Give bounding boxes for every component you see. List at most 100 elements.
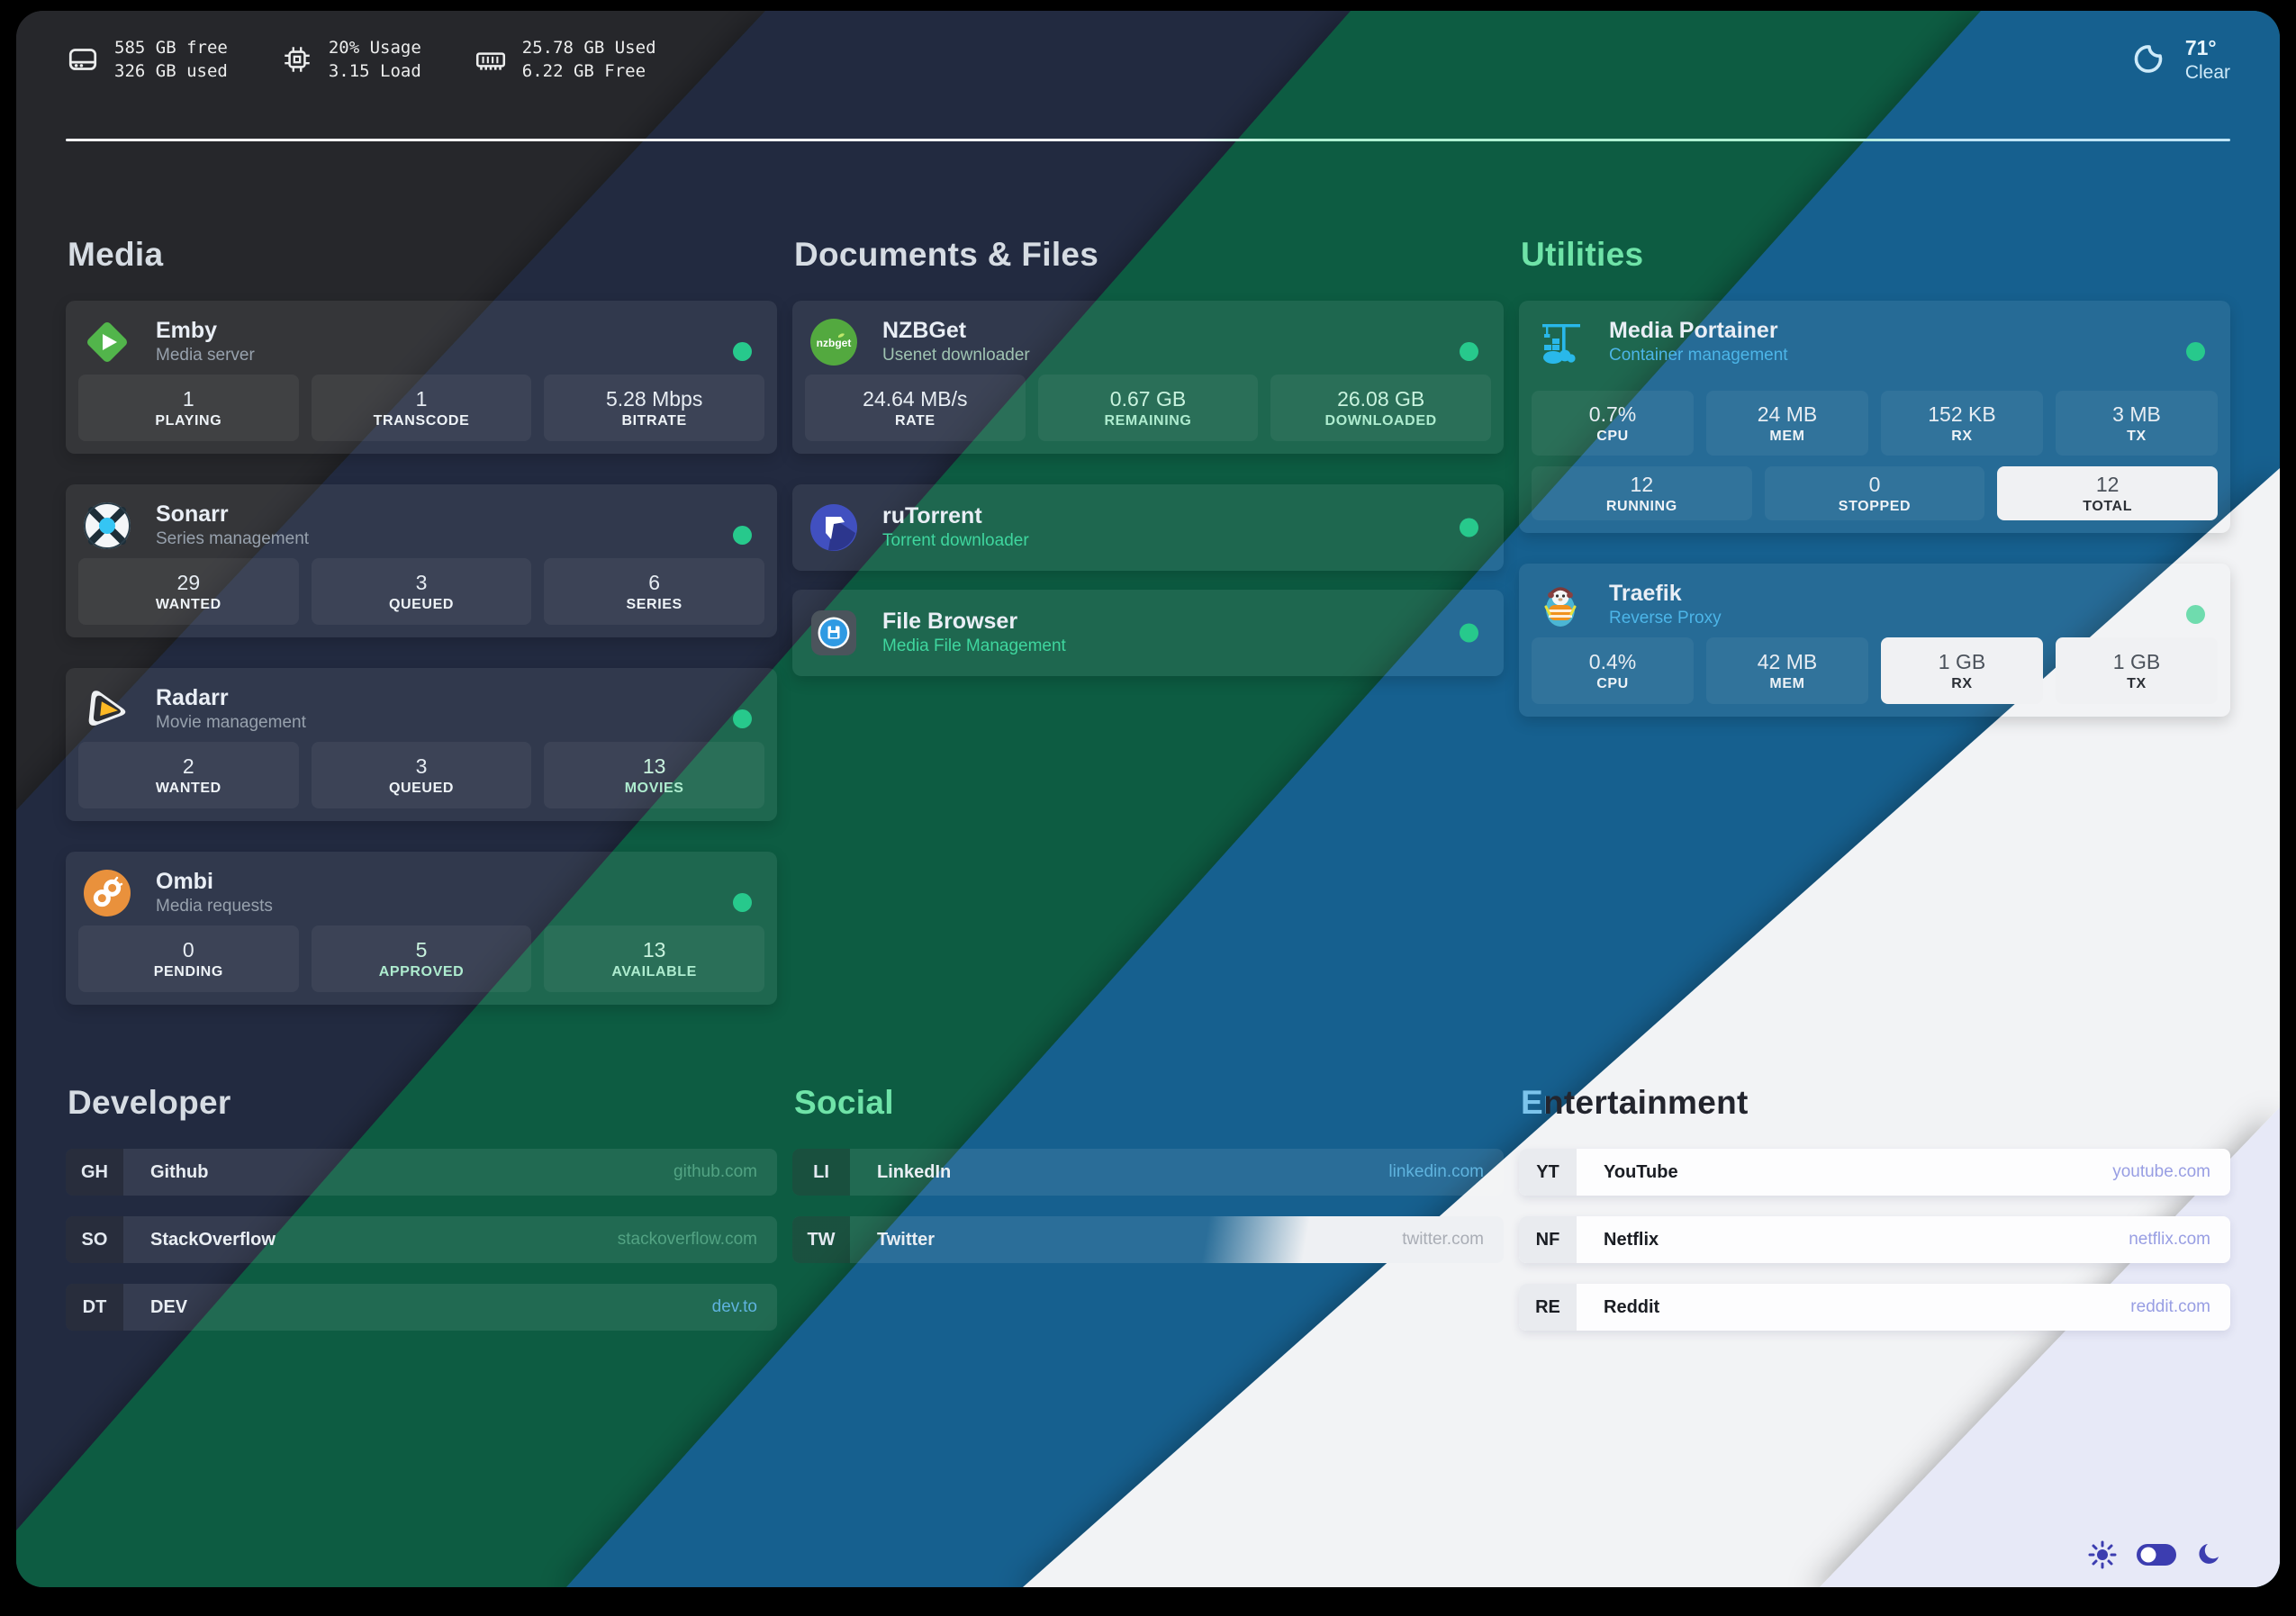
section-title-developer: Developer bbox=[68, 1084, 231, 1121]
section-developer: Developer GH Github github.com SO StackO… bbox=[66, 1084, 777, 1351]
service-subtitle: Series management bbox=[156, 529, 310, 548]
ram-free: 6.22 GB Free bbox=[521, 61, 646, 81]
stat-cpu: 0.4% CPU bbox=[1532, 637, 1694, 704]
link-dev[interactable]: DT DEV dev.to bbox=[66, 1284, 777, 1331]
link-twitter[interactable]: TW Twitter twitter.com bbox=[792, 1216, 1504, 1263]
service-subtitle: Media requests bbox=[156, 897, 273, 916]
column-media: Media Emby Media server 1 PLAYING 1 TRANSC… bbox=[66, 236, 777, 1035]
emby-icon bbox=[82, 317, 132, 367]
section-title-entertainment: Entertainment bbox=[1521, 1084, 2230, 1122]
service-card-radarr[interactable]: Radarr Movie management 2 WANTED 3 QUEUED … bbox=[66, 668, 777, 821]
stat-approved: 5 APPROVED bbox=[311, 925, 532, 992]
stat-cpu: 0.7% CPU bbox=[1532, 391, 1694, 456]
link-tag: DT bbox=[66, 1284, 123, 1331]
stat-rx: 152 KB RX bbox=[1881, 391, 2043, 456]
service-title: ruTorrent bbox=[882, 503, 982, 528]
service-subtitle: Container management bbox=[1609, 346, 1788, 365]
link-url: reddit.com bbox=[2130, 1297, 2210, 1316]
stat-tx: 1 GB TX bbox=[2056, 637, 2218, 704]
service-title: NZBGet bbox=[882, 318, 967, 343]
link-name: Reddit bbox=[1604, 1296, 1660, 1317]
link-url: stackoverflow.com bbox=[617, 1230, 757, 1249]
services-grid: Media Emby Media server 1 PLAYING 1 TRANSC… bbox=[66, 236, 2230, 1035]
radarr-icon bbox=[82, 684, 132, 735]
service-subtitle: Media File Management bbox=[882, 636, 1066, 655]
link-name: StackOverflow bbox=[150, 1229, 276, 1250]
service-subtitle: Media server bbox=[156, 346, 255, 365]
service-card-filebrowser[interactable]: File Browser Media File Management bbox=[792, 590, 1504, 676]
service-subtitle: Reverse Proxy bbox=[1609, 609, 1722, 627]
ram-stats: 25.78 GB Used 6.22 GB Free bbox=[474, 36, 656, 83]
service-subtitle: Torrent downloader bbox=[882, 531, 1029, 550]
portainer-icon bbox=[1535, 317, 1586, 367]
link-stackoverflow[interactable]: SO StackOverflow stackoverflow.com bbox=[66, 1216, 777, 1263]
stat-total: 12 TOTAL bbox=[1997, 466, 2218, 520]
stat-running: 12 RUNNING bbox=[1532, 466, 1752, 520]
status-dot bbox=[733, 526, 752, 545]
service-card-sonarr[interactable]: Sonarr Series management 29 WANTED 3 QUEUE… bbox=[66, 484, 777, 637]
service-card-traefik[interactable]: Traefik Reverse Proxy 0.4% CPU 42 MB MEM 1… bbox=[1519, 564, 2230, 717]
service-card-rutorrent[interactable]: ruTorrent Torrent downloader bbox=[792, 484, 1504, 571]
link-url: youtube.com bbox=[2112, 1162, 2210, 1181]
service-card-nzbget[interactable]: nzbget NZBGet Usenet downloader 24.64 MB… bbox=[792, 301, 1504, 454]
weather-widget: 71° Clear bbox=[2129, 34, 2230, 85]
cpu-stats: 20% Usage 3.15 Load bbox=[280, 36, 421, 83]
stat-remaining: 0.67 GB REMAINING bbox=[1037, 375, 1259, 441]
status-dot bbox=[2186, 342, 2205, 361]
stat-available: 13 AVAILABLE bbox=[544, 925, 764, 992]
service-card-emby[interactable]: Emby Media server 1 PLAYING 1 TRANSCODE 5.… bbox=[66, 301, 777, 454]
system-bar: 585 GB free 326 GB used 20% Usage 3.15 L… bbox=[66, 34, 2230, 85]
link-tag: SO bbox=[66, 1216, 123, 1263]
sonarr-icon bbox=[82, 501, 132, 551]
stat-bitrate: 5.28 Mbps BITRATE bbox=[544, 375, 764, 441]
status-dot bbox=[1460, 518, 1478, 537]
stat-wanted: 29 WANTED bbox=[78, 558, 299, 625]
header-divider bbox=[66, 139, 2230, 141]
section-title-documents: Documents & Files bbox=[794, 236, 1099, 273]
link-github[interactable]: GH Github github.com bbox=[66, 1149, 777, 1196]
link-tag: TW bbox=[792, 1216, 850, 1263]
section-title-media: Media bbox=[68, 236, 164, 273]
dark-mode-moon-icon[interactable] bbox=[2195, 1540, 2224, 1569]
cpu-load: 3.15 Load bbox=[328, 61, 421, 81]
link-name: Github bbox=[150, 1161, 209, 1182]
weather-temp: 71° bbox=[2184, 36, 2217, 59]
link-tag: LI bbox=[792, 1149, 850, 1196]
status-dot bbox=[733, 893, 752, 912]
theme-toggle-switch[interactable] bbox=[2136, 1543, 2177, 1566]
ram-icon bbox=[475, 52, 505, 70]
service-title: Radarr bbox=[156, 685, 229, 710]
cpu-usage: 20% Usage bbox=[328, 38, 421, 58]
stat-movies: 13 MOVIES bbox=[544, 742, 764, 808]
weather-condition: Clear bbox=[2184, 62, 2230, 83]
service-card-portainer[interactable]: Media Portainer Container management 0.7… bbox=[1519, 301, 2230, 533]
link-linkedin[interactable]: LI LinkedIn linkedin.com bbox=[792, 1149, 1504, 1196]
stat-tx: 3 MB TX bbox=[2056, 391, 2218, 456]
link-url: dev.to bbox=[711, 1297, 757, 1316]
status-dot bbox=[1460, 623, 1478, 643]
service-title: Emby bbox=[156, 318, 218, 343]
theme-toggles bbox=[2087, 1539, 2224, 1570]
link-youtube[interactable]: YT YouTube youtube.com bbox=[1519, 1149, 2230, 1196]
column-documents: Documents & Files nzbget NZBGet Usenet d… bbox=[792, 236, 1504, 1035]
light-mode-sun-icon[interactable] bbox=[2087, 1539, 2118, 1570]
service-title: Traefik bbox=[1609, 581, 1682, 606]
service-title: File Browser bbox=[882, 609, 1018, 634]
link-url: netflix.com bbox=[2129, 1230, 2210, 1249]
link-name: LinkedIn bbox=[877, 1161, 952, 1182]
link-netflix[interactable]: NF Netflix netflix.com bbox=[1519, 1216, 2230, 1263]
service-card-ombi[interactable]: Ombi Media requests 0 PENDING 5 APPROVED 1… bbox=[66, 852, 777, 1005]
stat-pending: 0 PENDING bbox=[78, 925, 299, 992]
link-tag: NF bbox=[1519, 1216, 1577, 1263]
stat-queued: 3 QUEUED bbox=[311, 742, 532, 808]
section-title-utilities: Utilities bbox=[1521, 236, 1644, 273]
nzbget-icon: nzbget bbox=[809, 317, 859, 367]
dashboard-screen: 585 GB free 326 GB used 20% Usage 3.15 L… bbox=[16, 11, 2280, 1587]
filebrowser-icon bbox=[809, 608, 859, 658]
link-reddit[interactable]: RE Reddit reddit.com bbox=[1519, 1284, 2230, 1331]
ombi-icon bbox=[82, 868, 132, 918]
stat-mem: 42 MB MEM bbox=[1706, 637, 1868, 704]
hdd-icon bbox=[68, 49, 97, 70]
disk-free: 585 GB free bbox=[114, 38, 228, 58]
disk-stats: 585 GB free 326 GB used bbox=[66, 36, 228, 83]
